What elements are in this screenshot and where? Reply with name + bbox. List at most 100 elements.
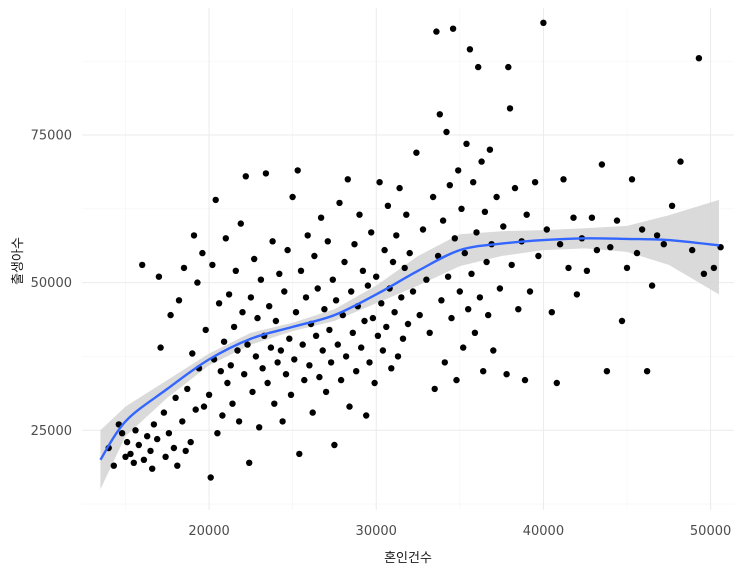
data-point — [677, 158, 684, 165]
data-point — [242, 173, 249, 180]
data-point — [319, 347, 326, 354]
data-point — [190, 232, 198, 239]
data-point — [458, 205, 465, 212]
data-point — [379, 347, 387, 354]
data-point — [383, 323, 390, 331]
data-point — [229, 400, 236, 407]
data-point — [167, 311, 174, 319]
data-point — [140, 456, 148, 463]
data-point — [175, 297, 183, 304]
data-point — [276, 270, 283, 277]
data-point — [475, 63, 482, 71]
data-point — [618, 317, 626, 325]
data-point — [384, 202, 392, 209]
data-point — [302, 294, 310, 301]
data-point — [299, 341, 306, 348]
data-point — [180, 264, 188, 272]
data-point — [443, 128, 450, 136]
data-point — [256, 424, 263, 431]
data-point — [179, 418, 186, 425]
data-point — [485, 311, 492, 319]
data-point — [329, 276, 336, 283]
data-point — [317, 214, 325, 221]
data-point — [441, 359, 448, 366]
confidence-ribbon — [100, 199, 719, 490]
data-point — [451, 235, 458, 242]
data-point — [470, 179, 477, 186]
data-point — [423, 276, 430, 283]
data-point — [147, 447, 154, 455]
data-point — [271, 400, 278, 407]
data-point — [633, 249, 641, 257]
data-point — [416, 311, 423, 319]
data-point — [269, 238, 276, 245]
data-point — [217, 368, 224, 375]
data-point — [346, 403, 353, 410]
data-point — [324, 238, 331, 245]
data-point — [239, 309, 246, 316]
data-point — [215, 300, 223, 307]
data-point — [431, 385, 438, 393]
data-point — [413, 149, 420, 156]
data-point — [235, 418, 243, 425]
data-point — [199, 249, 206, 257]
data-point — [460, 344, 467, 351]
data-point — [312, 332, 320, 339]
data-point — [123, 438, 131, 446]
data-point — [212, 196, 219, 204]
data-point — [466, 46, 474, 53]
data-point — [249, 388, 256, 396]
y-tick-label: 50000 — [31, 276, 72, 291]
data-point — [205, 391, 213, 398]
y-axis-title: 출생아수 — [11, 237, 26, 285]
data-point — [189, 350, 196, 357]
data-point — [481, 208, 489, 215]
y-axis-tick-labels: 25000 50000 75000 — [31, 128, 72, 438]
data-point — [174, 462, 181, 469]
data-point — [376, 179, 383, 186]
data-point — [289, 193, 296, 201]
data-point — [267, 344, 275, 351]
data-point — [130, 459, 137, 466]
data-point — [194, 279, 201, 286]
data-point — [122, 453, 129, 460]
data-point — [296, 450, 303, 458]
data-point — [150, 421, 158, 428]
data-point — [224, 379, 231, 387]
data-point — [292, 309, 300, 316]
data-point — [453, 376, 460, 384]
data-point — [364, 282, 372, 289]
data-point — [327, 359, 335, 366]
data-point — [184, 385, 191, 393]
data-point — [543, 226, 550, 233]
data-point — [448, 314, 455, 322]
data-point — [583, 267, 591, 274]
data-point — [500, 223, 507, 230]
data-point — [234, 347, 241, 354]
data-point — [220, 338, 228, 345]
data-point — [247, 294, 255, 301]
data-point — [118, 430, 126, 437]
data-point — [246, 459, 253, 466]
x-tick-label: 50000 — [690, 524, 731, 539]
data-point — [244, 341, 251, 348]
data-point — [403, 211, 410, 218]
data-point — [398, 294, 405, 301]
data-point — [326, 326, 333, 334]
data-point — [668, 202, 676, 209]
data-point — [471, 329, 479, 336]
data-point — [172, 394, 179, 401]
data-point — [565, 264, 572, 272]
data-point — [426, 329, 433, 336]
data-point — [486, 146, 494, 153]
data-point — [192, 406, 199, 413]
data-point — [433, 28, 440, 35]
data-point — [321, 306, 328, 313]
data-point — [311, 252, 318, 260]
data-point — [359, 267, 367, 274]
data-point — [455, 167, 462, 174]
data-point — [570, 214, 577, 221]
data-point — [540, 19, 547, 26]
data-point — [264, 379, 271, 387]
